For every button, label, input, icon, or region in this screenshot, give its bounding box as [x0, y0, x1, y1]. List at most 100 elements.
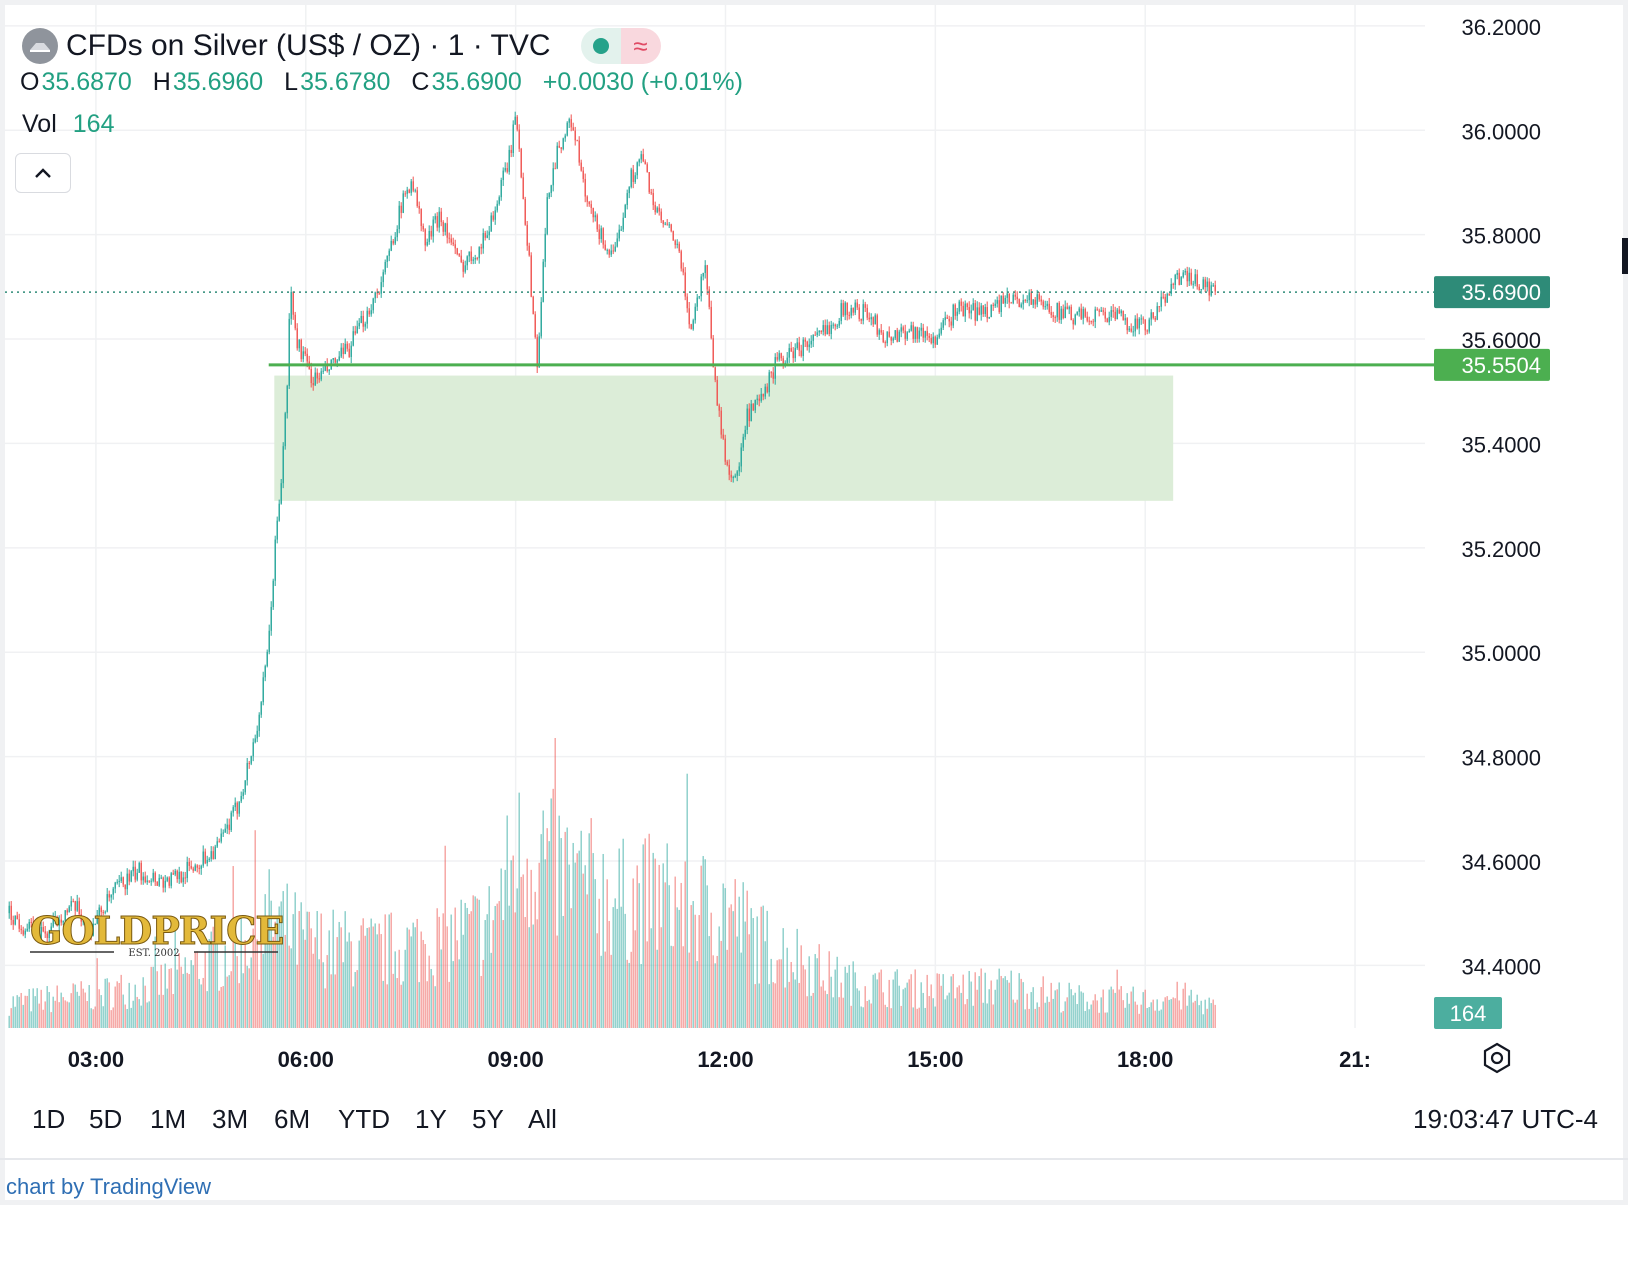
volume-bar — [308, 911, 310, 1028]
candle-body — [1040, 299, 1042, 302]
collapse-legend-button[interactable] — [15, 153, 71, 193]
candle-body — [184, 877, 186, 879]
symbol-title[interactable]: CFDs on Silver (US$ / OZ) · 1 · TVC — [66, 29, 551, 62]
volume-bar — [192, 965, 194, 1028]
volume-bar — [394, 951, 396, 1028]
volume-bar — [298, 911, 300, 1028]
candle-body — [876, 315, 878, 335]
volume-bar — [56, 985, 58, 1028]
volume-bar — [782, 928, 784, 1028]
volume-bar — [510, 860, 512, 1028]
candle-body — [496, 203, 498, 211]
volume-bar — [8, 1015, 10, 1028]
price-chart[interactable]: 36.2000 36.0000 35.8000 35.6000 35.4000 35.20… — [0, 0, 1628, 1160]
candle-body — [602, 228, 604, 245]
candle-body — [906, 332, 908, 339]
volume-bar — [978, 976, 980, 1028]
volume-bar — [800, 945, 802, 1028]
volume-bar — [502, 920, 504, 1028]
candle-body — [374, 292, 376, 299]
candle-body — [736, 471, 738, 476]
range-ytd[interactable]: YTD — [338, 1104, 390, 1134]
candle-body — [380, 282, 382, 294]
candle-body — [1046, 303, 1048, 307]
gear-icon — [1483, 1042, 1511, 1074]
candle-body — [982, 305, 984, 315]
range-1d[interactable]: 1D — [32, 1104, 66, 1134]
volume-bar — [790, 962, 792, 1028]
range-all[interactable]: All — [528, 1104, 557, 1134]
candle-body — [1178, 272, 1180, 285]
candle-body — [1018, 299, 1020, 308]
candle-body — [706, 265, 708, 290]
volume-bar — [60, 992, 62, 1028]
candle-body — [168, 877, 170, 886]
volume-bar — [954, 998, 956, 1028]
volume-bar — [92, 1009, 94, 1028]
candle-body — [654, 205, 656, 213]
candle-body — [290, 291, 292, 319]
volume-bar — [526, 858, 528, 1028]
volume-bar — [650, 928, 652, 1028]
volume-bar — [1152, 999, 1154, 1028]
candle-body — [618, 229, 620, 239]
candle-body — [82, 920, 84, 922]
candle-body — [786, 357, 788, 363]
range-3m[interactable]: 3M — [212, 1104, 249, 1134]
volume-bar — [984, 972, 986, 1028]
volume-bar — [70, 993, 72, 1028]
candle-body — [1102, 310, 1104, 312]
candle-body — [38, 930, 40, 940]
volume-bar — [684, 861, 686, 1028]
volume-bar — [170, 968, 172, 1028]
range-1m[interactable]: 1M — [150, 1104, 187, 1134]
volume-bar — [256, 939, 258, 1028]
candle-body — [1134, 318, 1136, 332]
candle-body — [138, 862, 140, 873]
volume-bar — [596, 933, 598, 1028]
session-clock[interactable]: 19:03:47 UTC-4 — [1413, 1104, 1598, 1134]
candle-body — [910, 325, 912, 331]
volume-bar — [702, 856, 704, 1028]
volume-bar — [100, 995, 102, 1028]
candle-body — [250, 756, 252, 764]
volume-bar — [820, 986, 822, 1028]
candle-body — [1104, 311, 1106, 319]
candle-body — [102, 912, 104, 914]
candle-body — [1064, 306, 1066, 319]
candle-body — [832, 324, 834, 326]
volume-bar — [960, 992, 962, 1028]
candle-body — [688, 308, 690, 325]
volume-bar — [694, 914, 696, 1028]
range-6m[interactable]: 6M — [274, 1104, 311, 1134]
market-status-pill[interactable]: ≈ — [580, 28, 661, 64]
candle-body — [104, 911, 106, 913]
volume-bar — [760, 906, 762, 1028]
candle-body — [968, 307, 970, 314]
candle-body — [304, 351, 306, 354]
volume-bar — [1172, 997, 1174, 1028]
tradingview-credit-link[interactable]: chart by TradingView — [6, 1174, 212, 1199]
candle-body — [538, 336, 540, 368]
volume-bars — [8, 738, 1216, 1028]
volume-bar — [482, 959, 484, 1028]
volume-bar — [208, 938, 210, 1028]
range-5d[interactable]: 5D — [89, 1104, 123, 1134]
range-5y[interactable]: 5Y — [472, 1104, 504, 1134]
volume-bar — [1020, 978, 1022, 1028]
candle-body — [194, 865, 196, 871]
volume-bar — [166, 988, 168, 1028]
candle-body — [926, 331, 928, 336]
volume-bar — [212, 926, 214, 1028]
volume-bar — [322, 962, 324, 1028]
candle-body — [756, 398, 758, 400]
candle-body — [890, 336, 892, 341]
chart-settings-button[interactable] — [1478, 1039, 1516, 1077]
candle-body — [936, 337, 938, 345]
volume-bar — [476, 898, 478, 1028]
range-1y[interactable]: 1Y — [415, 1104, 447, 1134]
candle-body — [838, 320, 840, 326]
volume-key: Vol — [22, 110, 57, 138]
candle-body — [1038, 294, 1040, 300]
candle-body — [360, 315, 362, 323]
